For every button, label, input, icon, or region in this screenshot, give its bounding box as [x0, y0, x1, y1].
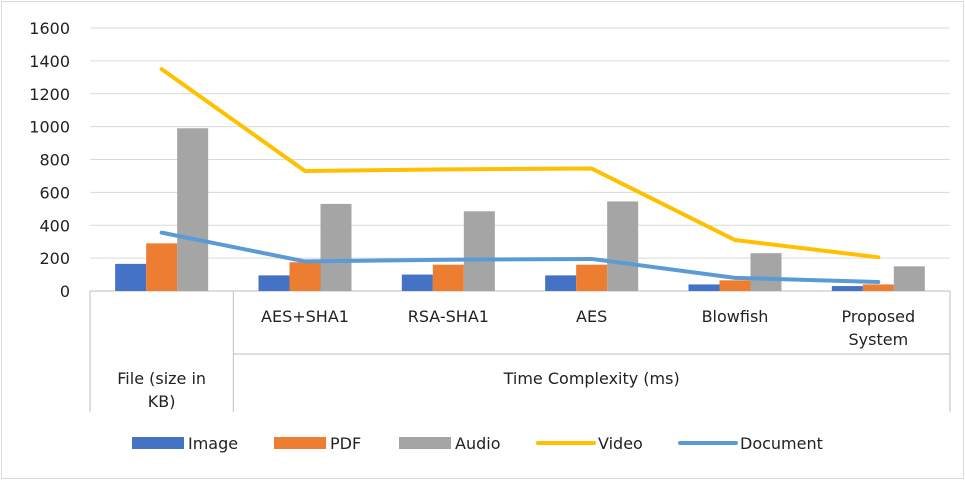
bar-pdf-1	[289, 262, 321, 291]
legend-swatch-image	[132, 437, 184, 449]
legend-label-document: Document	[740, 434, 823, 453]
category-label: File (size in	[117, 369, 206, 388]
y-tick-label: 1600	[29, 19, 70, 38]
category-label: System	[848, 330, 908, 349]
bar-pdf-3	[576, 264, 608, 291]
bar-image-3	[545, 275, 577, 291]
legend-label-video: Video	[598, 434, 643, 453]
y-tick-label: 800	[39, 151, 70, 170]
bar-pdf-0	[146, 243, 178, 291]
y-tick-label: 200	[39, 249, 70, 268]
legend-swatch-pdf	[274, 437, 326, 449]
y-tick-label: 1000	[29, 118, 70, 137]
category-label: RSA-SHA1	[408, 307, 489, 326]
bar-pdf-2	[432, 264, 464, 291]
bar-image-2	[401, 274, 433, 291]
bar-audio-0	[177, 128, 209, 291]
legend-swatch-audio	[399, 437, 451, 449]
y-tick-label: 1400	[29, 52, 70, 71]
y-tick-label: 400	[39, 216, 70, 235]
bar-pdf-4	[719, 280, 751, 291]
bar-image-4	[688, 284, 720, 291]
bar-image-0	[115, 263, 147, 291]
line-video	[159, 67, 881, 260]
bar-audio-3	[607, 201, 639, 291]
bar-audio-1	[320, 203, 352, 291]
legend-label-image: Image	[188, 434, 238, 453]
category-label: Blowfish	[702, 307, 769, 326]
category-label: Proposed	[841, 307, 915, 326]
bar-audio-5	[893, 266, 925, 291]
category-label: AES+SHA1	[261, 307, 349, 326]
line-document	[159, 230, 881, 284]
bar-pdf-5	[862, 284, 894, 291]
bar-audio-4	[750, 253, 782, 291]
bar-audio-2	[463, 211, 495, 291]
y-tick-label: 600	[39, 183, 70, 202]
legend-label-pdf: PDF	[330, 434, 361, 453]
bar-image-5	[831, 286, 863, 291]
category-label: KB)	[148, 392, 176, 411]
group-label-time-complexity: Time Complexity (ms)	[503, 369, 680, 388]
legend-label-audio: Audio	[455, 434, 500, 453]
category-label: AES	[576, 307, 607, 326]
bar-image-1	[258, 275, 290, 291]
y-tick-label: 0	[60, 282, 70, 301]
y-tick-label: 1200	[29, 85, 70, 104]
